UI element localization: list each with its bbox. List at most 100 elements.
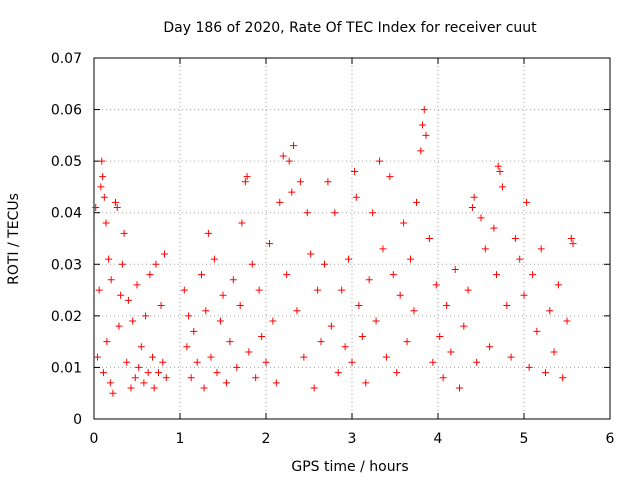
data-point [410, 307, 418, 315]
data-point [320, 260, 328, 268]
y-tick-label: 0.03 [51, 257, 82, 273]
data-point [159, 358, 167, 366]
x-tick-label: 5 [520, 431, 529, 447]
data-point [103, 338, 111, 346]
data-point [99, 369, 107, 377]
data-point [314, 286, 322, 294]
y-tick-labels: 0 0.01 0.02 0.03 0.04 0.05 0.06 0.07 [51, 51, 82, 428]
data-point [460, 322, 468, 330]
data-point [222, 379, 230, 387]
data-point [255, 286, 263, 294]
data-point [117, 291, 125, 299]
data-point [98, 157, 106, 165]
data-point [406, 255, 414, 263]
data-point [285, 157, 293, 165]
data-point [425, 235, 433, 242]
y-tick-label: 0.01 [51, 360, 82, 376]
data-point [124, 296, 132, 304]
data-point [507, 353, 515, 361]
data-point [233, 363, 241, 371]
data-point [276, 198, 284, 206]
y-tick-label: 0.04 [51, 206, 82, 222]
data-point [396, 291, 404, 299]
y-axis-label: ROTI / TECUs [6, 193, 22, 285]
x-tick-labels: 0 1 2 3 4 5 6 [90, 431, 615, 447]
data-point [152, 260, 160, 268]
data-point [511, 235, 519, 242]
data-point [127, 384, 135, 392]
data-point [210, 255, 218, 263]
data-point [331, 209, 339, 217]
data-point [490, 224, 498, 232]
data-point [107, 276, 115, 284]
data-point [494, 162, 502, 170]
data-point [115, 322, 123, 330]
data-point [355, 302, 363, 310]
data-point [559, 374, 567, 382]
data-point [386, 173, 394, 181]
data-point [97, 183, 105, 191]
data-point [120, 229, 128, 237]
data-point [207, 353, 215, 361]
data-point [456, 384, 463, 392]
data-point [567, 235, 575, 242]
data-point [129, 317, 137, 325]
data-point [525, 363, 533, 371]
data-point [102, 219, 110, 227]
x-tick-label: 4 [434, 431, 443, 447]
y-tick-label: 0.05 [51, 154, 82, 170]
x-axis-label: GPS time / hours [291, 459, 408, 475]
data-point [248, 260, 256, 268]
data-point [537, 245, 545, 253]
axis-ticks [93, 57, 611, 420]
data-point [563, 317, 571, 325]
data-point [140, 379, 148, 387]
data-point [93, 353, 101, 361]
data-point [204, 229, 212, 237]
data-point [554, 281, 562, 289]
data-point [202, 307, 210, 315]
data-point [523, 198, 531, 206]
y-tick-label: 0 [73, 412, 82, 428]
data-point [219, 291, 227, 299]
data-point [148, 353, 156, 361]
data-point [546, 307, 554, 315]
data-point [187, 374, 195, 382]
data-point [429, 358, 437, 366]
data-point [473, 358, 481, 366]
data-point [419, 121, 427, 129]
data-point [193, 358, 201, 366]
y-tick-label: 0.02 [51, 309, 82, 325]
data-point [432, 281, 440, 289]
data-point [190, 327, 198, 335]
data-point [307, 250, 315, 258]
data-point [142, 312, 150, 320]
data-points [92, 106, 577, 397]
data-point [492, 271, 500, 279]
data-point [236, 302, 244, 310]
data-point [157, 302, 165, 310]
data-point [243, 173, 251, 181]
data-point [293, 307, 301, 315]
data-point [352, 193, 360, 201]
data-point [95, 286, 103, 294]
data-point [135, 363, 143, 371]
data-point [393, 369, 401, 377]
data-point [238, 219, 246, 227]
data-point [403, 338, 411, 346]
data-point [358, 332, 366, 340]
data-point [436, 332, 444, 340]
y-tick-label: 0.07 [51, 51, 82, 67]
data-point [529, 271, 537, 279]
data-point [400, 219, 408, 227]
data-point [420, 106, 428, 114]
data-point [470, 193, 478, 201]
data-point [516, 255, 524, 263]
data-point [137, 343, 145, 351]
data-point [162, 374, 170, 382]
data-point [144, 369, 152, 377]
data-point [229, 276, 237, 284]
data-point [334, 369, 342, 377]
data-point [351, 167, 359, 175]
